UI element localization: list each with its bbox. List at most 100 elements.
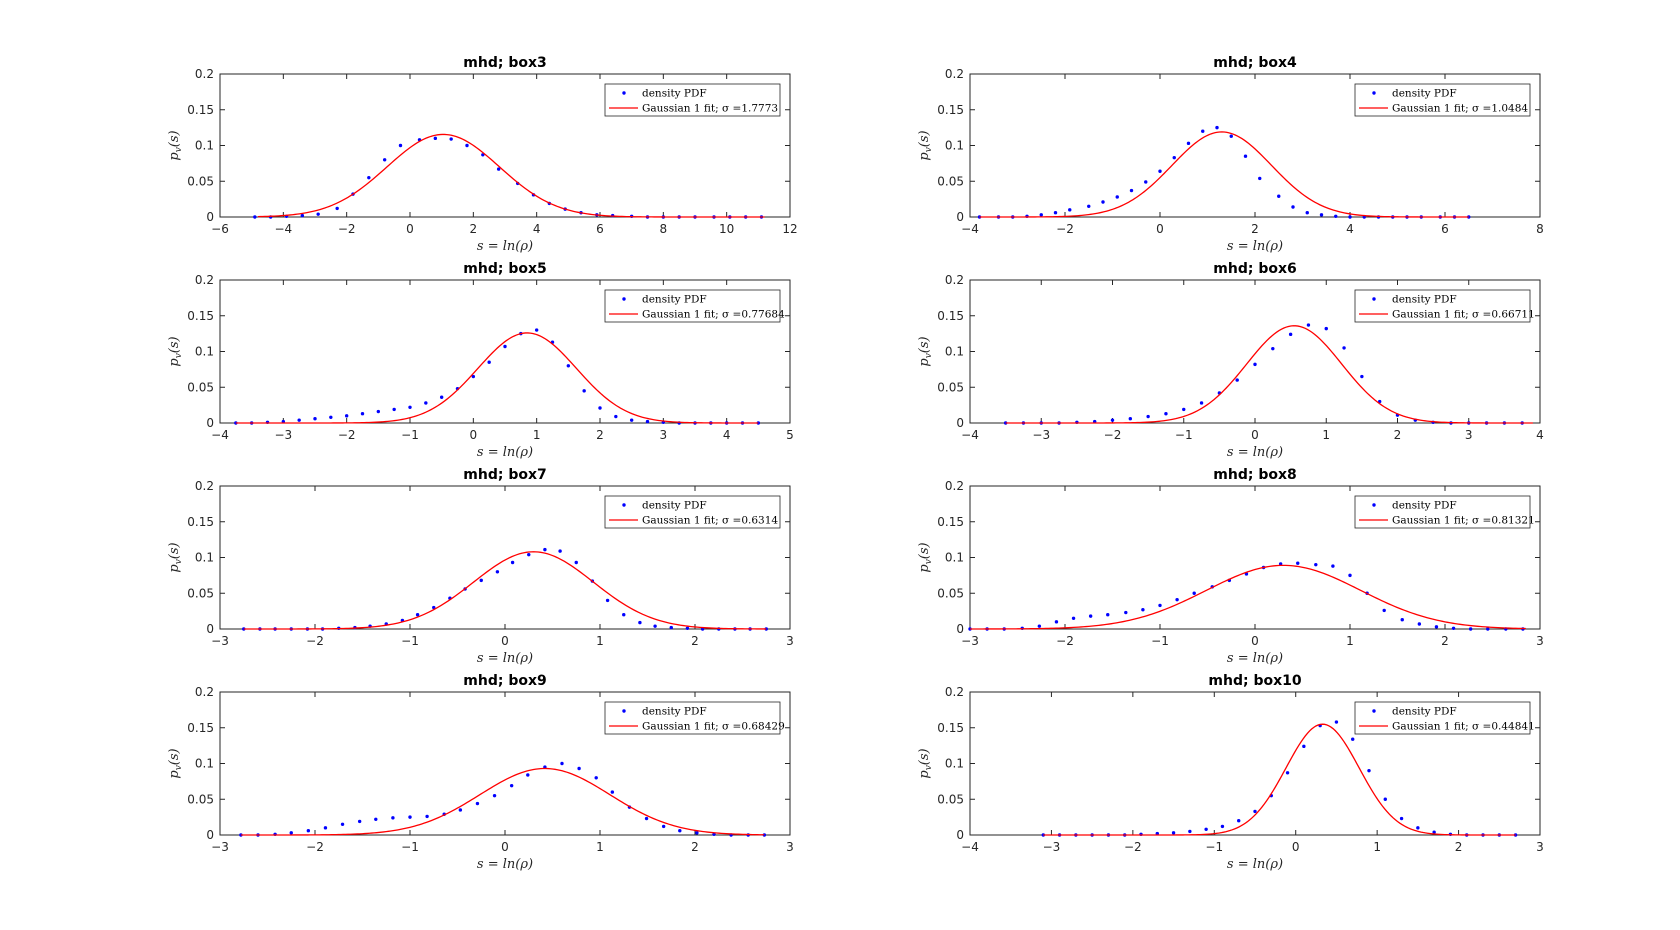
data-point [449, 137, 453, 141]
data-point [1513, 833, 1518, 837]
y-tick-label: 0.1 [195, 139, 214, 153]
data-point [1348, 573, 1352, 578]
legend-label-fit: Gaussian 1 fit; σ =0.6314 [642, 515, 778, 527]
subplot-3: mhd; box5 −4 −3 −2 −1 0 1 2 3 4 5 0 0.05 0.1 0.15 0.2 s … [167, 261, 794, 460]
y-tick-label: 0 [956, 828, 964, 842]
x-tick-label: −6 [211, 222, 229, 236]
y-tick-label: 0 [206, 828, 214, 842]
data-point [432, 605, 436, 610]
legend-label-points: density PDF [642, 88, 707, 100]
x-tick-label: 2 [1455, 840, 1463, 854]
legend: density PDF Gaussian 1 fit; σ =0.77684 [604, 289, 785, 323]
x-axis-label: s = ln(ρ) [477, 239, 533, 254]
data-point [439, 395, 444, 399]
x-tick-label: 2 [596, 428, 604, 442]
x-tick-label: 12 [782, 222, 797, 236]
subplot-8: mhd; box10 −4 −3 −2 −1 0 1 2 3 0 0.05 0.1 0.15 0.2 s =… [917, 673, 1544, 872]
legend-point-marker [622, 503, 626, 507]
data-point [629, 418, 634, 422]
data-point [1186, 141, 1191, 146]
subplot-7: mhd; box9 −3 −2 −1 0 1 2 3 0 0.05 0.1 0.15 0.2 s = ln… [167, 673, 794, 872]
x-tick-label: 0 [1292, 840, 1300, 854]
x-tick-label: 10 [719, 222, 734, 236]
data-point [614, 414, 618, 419]
y-tick-label: 0.2 [195, 479, 214, 493]
data-point [1367, 768, 1371, 773]
x-tick-label: 1 [596, 840, 604, 854]
x-tick-label: −2 [338, 222, 356, 236]
x-tick-label: 2 [1251, 222, 1259, 236]
data-point [425, 814, 429, 819]
legend-label-points: density PDF [1392, 88, 1457, 100]
data-point [1141, 608, 1145, 612]
fit-curve [979, 131, 1469, 218]
x-tick-label: 0 [1251, 634, 1259, 648]
x-tick-label: −1 [1205, 840, 1223, 854]
data-point [577, 766, 581, 771]
data-point [527, 552, 531, 557]
y-axis-label: pv(s) [167, 542, 184, 572]
x-tick-label: 2 [470, 222, 478, 236]
data-point [1124, 610, 1128, 615]
y-tick-label: 0.1 [945, 551, 964, 565]
legend: density PDF Gaussian 1 fit; σ =0.6314 [604, 495, 781, 529]
data-point [1146, 414, 1150, 419]
data-point [1158, 169, 1162, 173]
data-point [1324, 326, 1328, 331]
legend-label-points: density PDF [1392, 500, 1457, 512]
x-tick-label: −3 [1032, 428, 1050, 442]
x-tick-label: 4 [1346, 222, 1354, 236]
data-point [424, 401, 428, 405]
data-point [479, 578, 483, 583]
x-tick-label: −3 [211, 634, 229, 648]
data-point [471, 374, 476, 379]
data-point [408, 405, 412, 409]
x-tick-label: −1 [401, 840, 419, 854]
x-tick-label: 2 [691, 634, 699, 648]
x-tick-label: 0 [406, 222, 414, 236]
data-point [1071, 616, 1076, 620]
data-point [1215, 125, 1219, 130]
y-axis-label: pv(s) [917, 130, 934, 160]
legend-label-points: density PDF [1392, 294, 1457, 306]
x-tick-label: −3 [211, 840, 229, 854]
x-tick-label: 4 [1536, 428, 1544, 442]
data-point [1088, 614, 1093, 618]
x-tick-label: 0 [1251, 428, 1259, 442]
y-tick-label: 0.2 [945, 273, 964, 287]
x-tick-label: 3 [786, 840, 794, 854]
data-point [1400, 618, 1404, 622]
legend-label-points: density PDF [642, 500, 707, 512]
y-tick-label: 0.2 [195, 67, 214, 81]
x-tick-label: −2 [1104, 428, 1122, 442]
data-point [1305, 211, 1309, 215]
data-point [1175, 597, 1179, 602]
y-tick-label: 0.1 [195, 757, 214, 771]
data-point [313, 417, 317, 421]
y-tick-label: 0.2 [195, 273, 214, 287]
y-tick-label: 0.05 [937, 174, 964, 188]
x-tick-label: 2 [691, 840, 699, 854]
data-point [289, 831, 293, 835]
data-point [1068, 208, 1072, 212]
data-point [661, 824, 666, 829]
x-tick-label: −2 [306, 634, 324, 648]
data-point [598, 406, 602, 410]
data-point [509, 783, 514, 788]
data-point [1417, 622, 1422, 626]
x-tick-label: 6 [596, 222, 604, 236]
data-point [1039, 213, 1043, 217]
y-axis-label: pv(s) [917, 336, 934, 366]
data-point [1360, 374, 1364, 379]
data-point [1110, 418, 1115, 422]
legend-box [1354, 289, 1531, 323]
x-tick-label: −1 [1175, 428, 1193, 442]
subplot-title: mhd; box6 [1213, 261, 1296, 277]
data-point [566, 364, 571, 368]
data-point [1258, 176, 1262, 181]
data-point [638, 620, 642, 625]
data-point [1128, 417, 1133, 421]
legend: density PDF Gaussian 1 fit; σ =0.81321 [1354, 495, 1535, 529]
fit-curve [1005, 325, 1533, 424]
